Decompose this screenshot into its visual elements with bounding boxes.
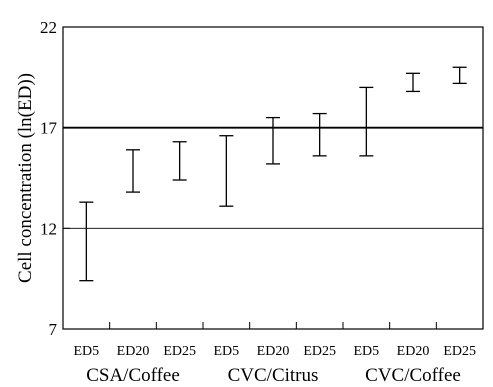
- plot-frame: [62, 26, 484, 330]
- error-bar: [172, 141, 187, 181]
- x-category-label: ED5: [353, 344, 379, 359]
- error-bar: [219, 135, 234, 207]
- y-tick-label: 22: [40, 18, 57, 37]
- x-category-label: ED5: [73, 344, 99, 359]
- error-bar: [452, 66, 467, 85]
- x-category-label: ED5: [213, 344, 239, 359]
- y-tick-label: 12: [40, 219, 57, 238]
- error-bar: [312, 112, 327, 157]
- y-tick-label: 17: [40, 119, 58, 138]
- error-bar: [406, 72, 420, 93]
- x-category-label: ED20: [117, 344, 150, 359]
- error-bar: [359, 86, 374, 157]
- x-category-label: ED25: [443, 344, 476, 359]
- group-label: CVC/Citrus: [228, 365, 319, 386]
- error-bar: [79, 201, 94, 282]
- error-bar: [266, 116, 280, 165]
- group-label: CSA/Coffee: [86, 365, 180, 386]
- group-label: CVC/Coffee: [365, 365, 461, 386]
- x-category-label: ED20: [257, 344, 290, 359]
- y-axis-title: Cell concentration (ln(ED)): [15, 73, 36, 283]
- x-category-label: ED25: [163, 344, 196, 359]
- x-category-label: ED20: [397, 344, 430, 359]
- x-category-label: ED25: [303, 344, 336, 359]
- y-tick-label: 7: [49, 320, 58, 339]
- error-bar: [126, 149, 140, 193]
